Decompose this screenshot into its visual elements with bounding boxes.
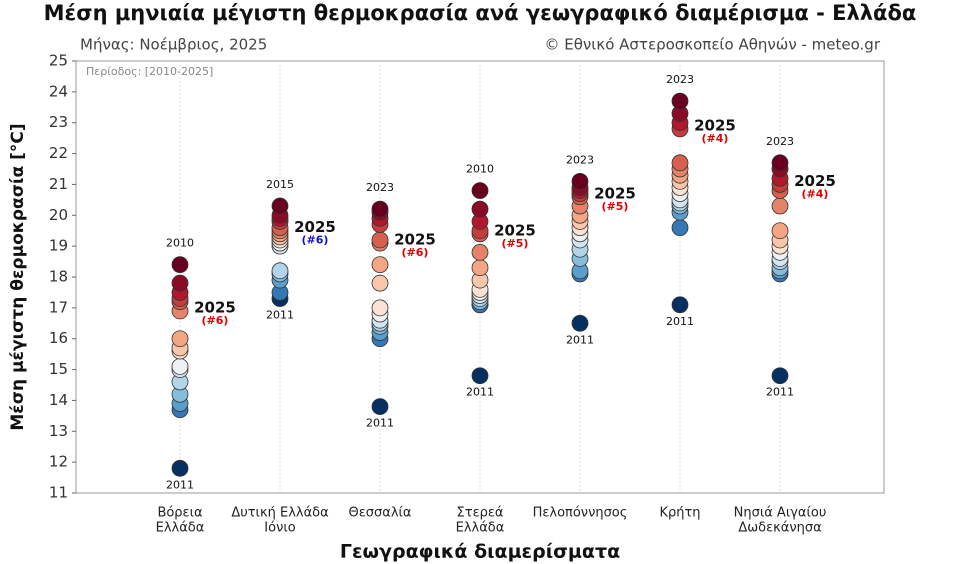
current-year: 2025 bbox=[594, 184, 636, 202]
dot bbox=[671, 219, 689, 237]
x-tick-label: Ελλάδα bbox=[456, 521, 505, 536]
x-tick-label: Ιόνιο bbox=[264, 521, 295, 536]
min-year: 2011 bbox=[366, 417, 394, 430]
y-tick-label: 24 bbox=[49, 82, 68, 100]
dot bbox=[171, 274, 189, 292]
current-year: 2025 bbox=[294, 218, 336, 236]
dot bbox=[271, 262, 289, 280]
dot bbox=[371, 274, 389, 292]
y-tick-label: 15 bbox=[49, 360, 68, 378]
current-rank: (#6) bbox=[402, 246, 429, 259]
min-year: 2011 bbox=[566, 333, 594, 346]
current-year: 2025 bbox=[794, 172, 836, 190]
max-year: 2023 bbox=[766, 135, 794, 148]
period: Περίοδος: [2010-2025] bbox=[86, 65, 213, 78]
y-tick-label: 14 bbox=[49, 391, 68, 409]
x-tick-label: Θεσσαλία bbox=[349, 506, 412, 521]
y-tick-label: 17 bbox=[49, 298, 68, 316]
dot bbox=[471, 200, 489, 218]
x-tick-label: Δυτική Ελλάδα bbox=[231, 506, 328, 521]
x-tick-label: Νησιά Αιγαίου bbox=[734, 506, 827, 521]
y-tick-label: 21 bbox=[49, 175, 68, 193]
y-tick-label: 23 bbox=[49, 113, 68, 131]
min-year: 2011 bbox=[766, 386, 794, 399]
dot bbox=[571, 172, 589, 190]
dot bbox=[671, 296, 689, 314]
dot bbox=[171, 459, 189, 477]
max-year: 2010 bbox=[166, 237, 194, 250]
x-tick-label: Ελλάδα bbox=[156, 521, 205, 536]
min-year: 2011 bbox=[666, 315, 694, 328]
y-tick-label: 25 bbox=[49, 52, 68, 70]
max-year: 2015 bbox=[266, 178, 294, 191]
current-rank: (#4) bbox=[802, 187, 829, 200]
dot bbox=[771, 367, 789, 385]
x-tick-label: Βόρεια bbox=[157, 506, 202, 521]
y-tick-label: 20 bbox=[49, 206, 68, 224]
y-tick-label: 18 bbox=[49, 268, 68, 286]
dot bbox=[371, 299, 389, 317]
subtitle: Μήνας: Νοέμβριος, 2025 bbox=[80, 36, 267, 54]
y-axis-label: Μέση μέγιστη θερμοκρασία [°C] bbox=[8, 123, 28, 430]
dot bbox=[171, 358, 189, 375]
dot bbox=[771, 222, 789, 240]
current-rank: (#6) bbox=[302, 234, 329, 247]
x-tick-label: Πελοπόννησος bbox=[533, 506, 628, 521]
y-tick-label: 11 bbox=[49, 484, 68, 502]
min-year: 2011 bbox=[466, 386, 494, 399]
max-year: 2023 bbox=[366, 181, 394, 194]
dot bbox=[371, 398, 389, 416]
chart-title: Μέση μηνιαία μέγιστη θερμοκρασία ανά γεω… bbox=[44, 1, 917, 25]
dot bbox=[471, 367, 489, 385]
max-year: 2010 bbox=[466, 163, 494, 176]
y-tick-label: 12 bbox=[49, 453, 68, 471]
current-year: 2025 bbox=[394, 231, 436, 249]
x-tick-label: Κρήτη bbox=[659, 506, 700, 521]
current-rank: (#5) bbox=[602, 200, 629, 213]
min-year: 2011 bbox=[166, 478, 194, 491]
dot bbox=[371, 231, 389, 249]
x-axis-label: Γεωγραφικά διαμερίσματα bbox=[340, 541, 620, 563]
x-tick-label: Στερεά bbox=[457, 506, 504, 521]
current-rank: (#6) bbox=[202, 314, 229, 327]
dot bbox=[471, 182, 489, 200]
current-year: 2025 bbox=[694, 116, 736, 134]
max-year: 2023 bbox=[666, 73, 694, 86]
x-tick-label: Δωδεκάνησα bbox=[738, 521, 821, 536]
dot bbox=[371, 200, 389, 218]
current-rank: (#4) bbox=[702, 132, 729, 145]
dot bbox=[271, 197, 289, 215]
dot bbox=[471, 259, 489, 277]
y-tick-label: 13 bbox=[49, 422, 68, 440]
y-tick-label: 22 bbox=[49, 144, 68, 162]
dot bbox=[671, 154, 689, 172]
dot bbox=[671, 92, 689, 110]
min-year: 2011 bbox=[266, 309, 294, 322]
max-year: 2023 bbox=[566, 153, 594, 166]
y-tick-label: 16 bbox=[49, 329, 68, 347]
credit: © Εθνικό Αστεροσκοπείο Αθηνών - meteo.gr bbox=[545, 36, 881, 54]
dot bbox=[771, 197, 789, 215]
dot bbox=[371, 256, 389, 274]
current-rank: (#5) bbox=[502, 237, 529, 250]
current-year: 2025 bbox=[194, 298, 236, 316]
dot bbox=[571, 314, 589, 332]
y-tick-label: 19 bbox=[49, 237, 68, 255]
dot bbox=[471, 243, 489, 261]
dot bbox=[171, 330, 189, 348]
current-year: 2025 bbox=[494, 221, 536, 239]
dot bbox=[771, 154, 789, 172]
dot bbox=[171, 256, 189, 274]
